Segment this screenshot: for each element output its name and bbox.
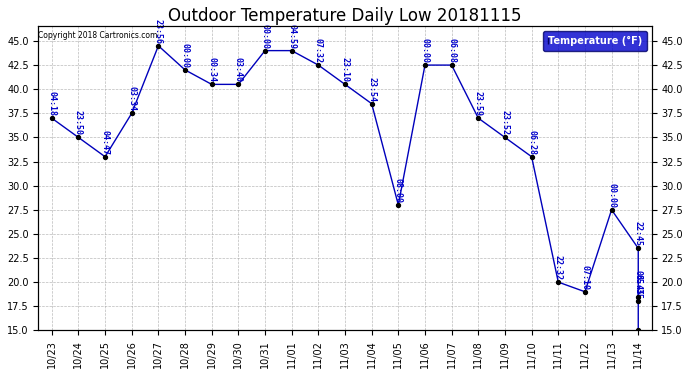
Point (366, 100, 377, 106)
Point (473, 115, 484, 121)
Point (633, 245, 644, 251)
Text: 00:00: 00:00 (261, 24, 270, 49)
Point (179, 67, 190, 73)
Text: 00:34: 00:34 (207, 57, 216, 82)
Text: 23:10: 23:10 (340, 57, 350, 82)
Text: 23:50: 23:50 (74, 111, 83, 135)
Text: 00:00: 00:00 (607, 183, 616, 208)
Point (286, 48, 297, 54)
Point (259, 48, 270, 54)
Text: 05:35: 05:35 (633, 274, 643, 300)
Point (233, 81, 244, 87)
Point (339, 81, 351, 87)
Text: 03:34: 03:34 (127, 86, 136, 111)
Point (633, 298, 644, 304)
Text: 03:40: 03:40 (234, 57, 243, 82)
Point (553, 279, 564, 285)
Text: 04:47: 04:47 (101, 130, 110, 155)
Text: 04:18: 04:18 (47, 91, 57, 116)
Text: 06:45: 06:45 (633, 270, 643, 295)
Point (313, 62, 324, 68)
Text: 07:32: 07:32 (314, 38, 323, 63)
Point (393, 202, 404, 208)
Text: Copyright 2018 Cartronics.com: Copyright 2018 Cartronics.com (39, 31, 158, 40)
Text: 23:52: 23:52 (500, 111, 509, 135)
Point (99, 154, 110, 160)
Text: 00:00: 00:00 (181, 43, 190, 68)
Point (606, 207, 617, 213)
Text: 07:10: 07:10 (580, 265, 589, 290)
Legend: Temperature (°F): Temperature (°F) (543, 32, 647, 51)
Point (633, 327, 644, 333)
Text: 23:56: 23:56 (154, 19, 163, 44)
Text: 04:59: 04:59 (287, 24, 296, 49)
Point (580, 289, 591, 295)
Text: 22:45: 22:45 (633, 221, 643, 246)
Text: 22:32: 22:32 (554, 255, 563, 280)
Text: 08:00: 08:00 (394, 178, 403, 203)
Text: 06:28: 06:28 (527, 130, 536, 155)
Text: 23:59: 23:59 (474, 91, 483, 116)
Point (153, 43, 164, 49)
Point (126, 110, 137, 116)
Point (73, 134, 84, 140)
Text: 23:54: 23:54 (367, 77, 376, 102)
Point (420, 62, 431, 68)
Text: 00:00: 00:00 (420, 38, 429, 63)
Point (633, 294, 644, 300)
Point (500, 134, 511, 140)
Point (446, 62, 457, 68)
Point (526, 154, 537, 160)
Point (46, 115, 57, 121)
Title: Outdoor Temperature Daily Low 20181115: Outdoor Temperature Daily Low 20181115 (168, 7, 522, 25)
Point (206, 81, 217, 87)
Text: 06:08: 06:08 (447, 38, 456, 63)
